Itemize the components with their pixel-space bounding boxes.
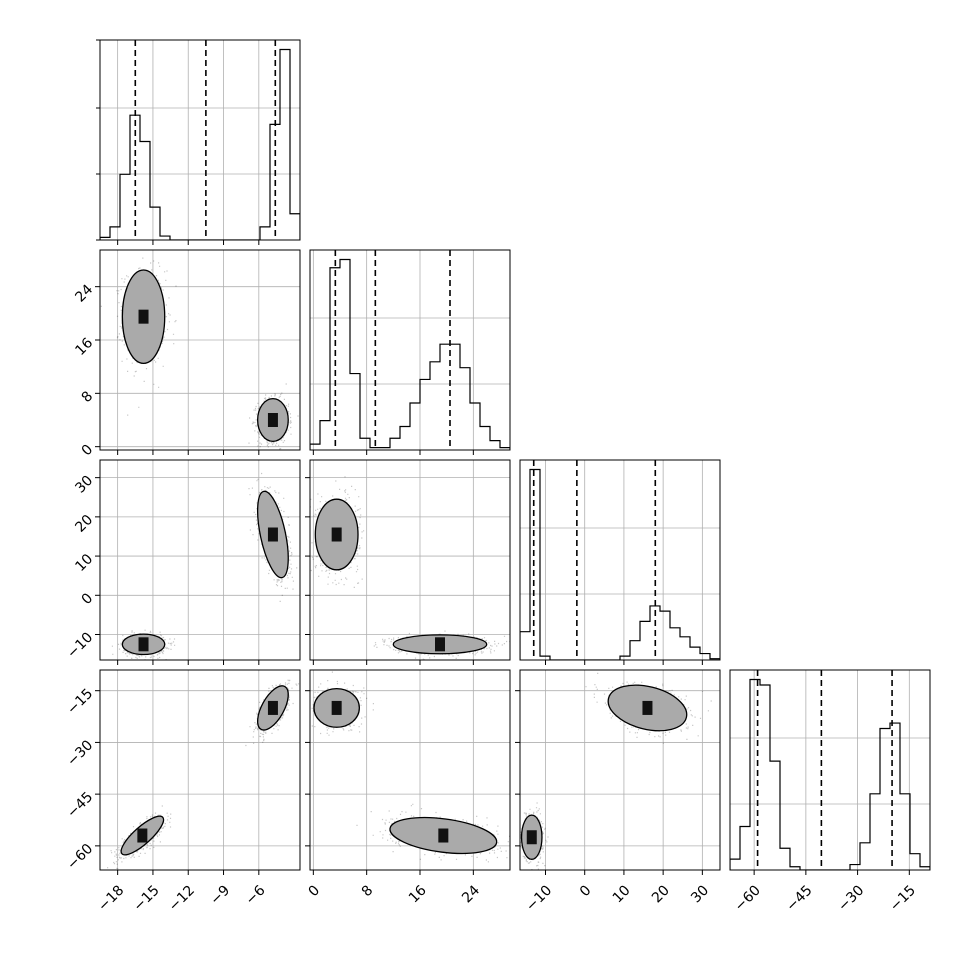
scatter-panel-2-3: −10 0 10 20 30 (515, 669, 721, 915)
panel-2-xtick-label-0: −18 (95, 882, 127, 914)
panel-2-xtick-label-2: −12 (166, 882, 198, 914)
hist-2-frame (519, 459, 721, 661)
panel-4-xtick-label-3: 24 (459, 882, 483, 906)
scatter-panel-1-3: 0 8 16 24 (305, 669, 511, 906)
panel-3-frame (309, 459, 511, 661)
hist-panel-1 (309, 249, 511, 455)
hist-1-steps (310, 258, 510, 450)
panel-4-mode-1-peak (438, 828, 449, 843)
panel-2-mode-1-peak (267, 700, 278, 715)
panel-2-ytick-label-0: −60 (64, 841, 96, 873)
hist-3-xtick-label-3: −15 (887, 882, 919, 914)
panel-5-xtick-label-0: −10 (523, 882, 555, 914)
hist-3-xtick-label-2: −30 (835, 882, 867, 914)
panel-0-mode-1-peak (267, 413, 278, 427)
scatter-panel-0-3: −18 −15 −12 −9 −6−60−45−30−15 (64, 669, 301, 915)
panel-5-xtick-label-4: 30 (688, 882, 712, 906)
panel-4-xtick-label-1: 8 (359, 882, 377, 900)
hist-2-steps (520, 468, 720, 660)
panel-0-ytick-label-3: 24 (72, 282, 96, 306)
panel-0-ytick-label-1: 8 (79, 388, 97, 406)
panel-4-mode-0-peak (331, 700, 342, 715)
panel-0-ytick-label-2: 16 (72, 335, 96, 359)
panel-1-mode-0-peak (138, 637, 149, 652)
panel-4-frame (309, 669, 511, 871)
panel-1-frame (99, 459, 301, 661)
panel-1-ytick-label-4: 30 (72, 473, 96, 497)
panel-2-frame (99, 669, 301, 871)
panel-2-ytick-label-3: −15 (64, 686, 96, 718)
panel-0-ytick-label-0: 0 (79, 442, 97, 460)
panel-5-xtick-label-1: 0 (577, 882, 595, 900)
panel-2-ytick-label-2: −30 (64, 737, 96, 769)
panel-2-ytick-label-1: −45 (64, 789, 96, 821)
hist-panel-3: −60 −45 −30 −15 (729, 669, 931, 915)
panel-5-mode-0-peak (526, 830, 537, 845)
panel-2-xtick-label-4: −6 (243, 882, 269, 908)
panel-2-xtick-label-3: −9 (207, 882, 233, 908)
panel-5-frame (519, 669, 721, 871)
hist-3-xtick-label-0: −60 (732, 882, 764, 914)
hist-3-frame (729, 669, 931, 871)
panel-0-frame (99, 249, 301, 451)
panel-3-mode-0-peak (331, 527, 342, 542)
panel-5-mode-1-peak (642, 700, 653, 715)
panel-1-mode-1-peak (267, 527, 278, 542)
panel-4-xtick-label-2: 16 (406, 882, 430, 906)
hist-1-frame (309, 249, 511, 451)
scatter-panel-1-2 (305, 459, 511, 665)
hist-panel-2 (519, 459, 721, 665)
panel-1-mode-1-samples (248, 472, 298, 602)
panel-5-xtick-label-3: 20 (649, 882, 673, 906)
panel-1-ytick-label-0: −10 (64, 629, 96, 661)
hist-0-steps (100, 48, 300, 240)
panel-0-mode-0-peak (138, 309, 149, 324)
panel-1-ytick-label-3: 20 (72, 512, 96, 536)
panel-4-xtick-label-0: 0 (305, 882, 323, 900)
hist-panel-0 (96, 39, 301, 245)
panel-1-ytick-label-2: 10 (72, 551, 96, 575)
hist-0-frame (99, 39, 301, 241)
hist-3-steps (730, 678, 930, 870)
panel-2-xtick-label-1: −15 (130, 882, 162, 914)
panel-2-mode-0-peak (137, 828, 148, 843)
scatter-panel-0-2: −10 0 10 20 30 (64, 459, 301, 665)
scatter-panel-0-1: 0 8 16 24 (72, 249, 301, 460)
panel-3-mode-1-peak (435, 637, 445, 652)
panel-5-xtick-label-2: 10 (610, 882, 634, 906)
panel-1-ytick-label-1: 0 (79, 590, 97, 608)
hist-3-xtick-label-1: −45 (783, 882, 815, 914)
